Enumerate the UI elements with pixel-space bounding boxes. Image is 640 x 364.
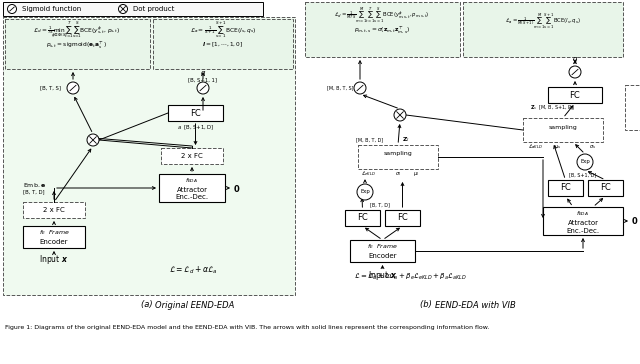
Text: 2 x FC: 2 x FC — [43, 207, 65, 213]
Bar — [345, 210, 380, 226]
Text: [B, S+1, 1]: [B, S+1, 1] — [189, 78, 218, 83]
Circle shape — [67, 82, 79, 94]
Text: Attractor: Attractor — [568, 220, 598, 226]
Text: $\mu_l$: $\mu_l$ — [413, 170, 419, 178]
Text: [M, B, T, S]: [M, B, T, S] — [327, 86, 353, 91]
Text: $\mathcal{L}=\mathcal{L}_d+\alpha\mathcal{L}_a+\beta_e\mathcal{L}_{eKLD}+\beta_a: $\mathcal{L}=\mathcal{L}_d+\alpha\mathca… — [354, 272, 467, 282]
Text: Encoder: Encoder — [40, 239, 68, 245]
Text: $\sigma_s$: $\sigma_s$ — [589, 143, 596, 151]
Text: $q$: $q$ — [572, 55, 578, 64]
Text: $\mathcal{L}_d = \frac{1}{TS}\!\!\min_{\phi\in\Phi(S)}\!\!\sum_{t=1}^{T}\sum_{s=: $\mathcal{L}_d = \frac{1}{TS}\!\!\min_{\… — [33, 21, 121, 41]
Text: $\sigma_l$: $\sigma_l$ — [395, 170, 401, 178]
Text: Input $\boldsymbol{x}$: Input $\boldsymbol{x}$ — [368, 269, 397, 281]
Circle shape — [8, 4, 17, 13]
Bar — [168, 105, 223, 121]
Circle shape — [577, 154, 593, 170]
Text: $\mathbf{Z}_l$: $\mathbf{Z}_l$ — [402, 135, 410, 145]
Text: $\boldsymbol{l}=[1,\cdots,1,0]$: $\boldsymbol{l}=[1,\cdots,1,0]$ — [202, 41, 244, 49]
Bar — [543, 207, 623, 235]
Text: FC: FC — [190, 108, 201, 118]
Text: $\mathcal{L}_a=\frac{1}{M(S+1)}\sum_{m=1}^{M}\sum_{s=1}^{S+1}\mathrm{BCE}(l_s, q: $\mathcal{L}_a=\frac{1}{M(S+1)}\sum_{m=1… — [505, 12, 581, 32]
Circle shape — [87, 134, 99, 146]
Text: Emb. $\mathbf{e}$: Emb. $\mathbf{e}$ — [23, 181, 47, 189]
Text: Figure 1: Diagrams of the original EEND-EDA model and the EEND-EDA with VIB. The: Figure 1: Diagrams of the original EEND-… — [5, 325, 489, 330]
Bar — [153, 19, 293, 69]
Text: Enc.-Dec.: Enc.-Dec. — [175, 194, 209, 200]
Text: $\mathcal{L}_a=\frac{1}{S+1}\sum_{s=1}^{S+1}\mathrm{BCE}(l_s, q_s)$: $\mathcal{L}_a=\frac{1}{S+1}\sum_{s=1}^{… — [190, 21, 256, 41]
Text: sampling: sampling — [548, 124, 577, 130]
Bar — [523, 118, 603, 142]
Text: $\mathcal{L}=\mathcal{L}_d+\alpha\mathcal{L}_a$: $\mathcal{L}=\mathcal{L}_d+\alpha\mathca… — [169, 264, 217, 276]
Text: Exp: Exp — [580, 159, 590, 165]
Text: FC: FC — [600, 183, 611, 193]
Text: Enc.-Dec.: Enc.-Dec. — [566, 228, 600, 234]
Text: Input $\boldsymbol{x}$: Input $\boldsymbol{x}$ — [40, 253, 68, 266]
Text: Encoder: Encoder — [368, 253, 397, 259]
Text: $f_{EDA}$: $f_{EDA}$ — [577, 210, 589, 218]
Text: $\mathbf{0}$: $\mathbf{0}$ — [234, 182, 241, 194]
Text: $f_E$  Frame: $f_E$ Frame — [38, 229, 69, 237]
Bar — [385, 210, 420, 226]
Circle shape — [394, 109, 406, 121]
Text: $f_{EDA}$: $f_{EDA}$ — [186, 177, 198, 185]
Text: (a): (a) — [141, 301, 155, 309]
Text: sampling: sampling — [383, 151, 412, 157]
Bar — [5, 19, 150, 69]
Bar — [548, 180, 583, 196]
Text: $\mathcal{L}_{eKLD}$: $\mathcal{L}_{eKLD}$ — [361, 170, 376, 178]
Text: EEND-EDA with VIB: EEND-EDA with VIB — [435, 301, 516, 309]
Bar — [625, 85, 640, 130]
Text: FC: FC — [357, 214, 368, 222]
Text: Dot product: Dot product — [133, 6, 174, 12]
Text: $\mathbf{Z}_s$  [M, B, S+1, D]: $\mathbf{Z}_s$ [M, B, S+1, D] — [530, 104, 575, 112]
Bar — [548, 87, 602, 103]
Bar — [3, 17, 295, 295]
Text: 2 x FC: 2 x FC — [181, 153, 203, 159]
Bar — [463, 2, 623, 57]
Circle shape — [197, 82, 209, 94]
Bar — [588, 180, 623, 196]
Bar — [23, 226, 85, 248]
Text: $\mathcal{L}_{aKLD}$: $\mathcal{L}_{aKLD}$ — [528, 143, 543, 151]
Text: [M, B, T, D]: [M, B, T, D] — [356, 138, 383, 142]
Bar — [358, 145, 438, 169]
Text: FC: FC — [560, 183, 571, 193]
Text: $p_{s,t}=\mathrm{sigmoid}(\mathbf{e}_t\mathbf{a}_s^\top)$: $p_{s,t}=\mathrm{sigmoid}(\mathbf{e}_t\m… — [46, 40, 108, 51]
Circle shape — [118, 4, 127, 13]
Text: (b): (b) — [420, 301, 435, 309]
Text: FC: FC — [397, 214, 408, 222]
Bar — [305, 2, 460, 57]
Bar — [161, 148, 223, 164]
Text: Attractor: Attractor — [177, 187, 207, 193]
Text: [B, S+1, D]: [B, S+1, D] — [570, 173, 596, 178]
Bar — [3, 2, 263, 16]
Text: FC: FC — [570, 91, 580, 99]
Text: [B, T, D]: [B, T, D] — [370, 202, 390, 207]
Text: $\mathcal{L}_d=\frac{1}{MTS}\sum_{m=1}^{M}\sum_{t=1}^{T}\sum_{s=1}^{S}\mathrm{BC: $\mathcal{L}_d=\frac{1}{MTS}\sum_{m=1}^{… — [334, 7, 430, 25]
Circle shape — [569, 66, 581, 78]
Text: $\mathbf{0}$: $\mathbf{0}$ — [631, 215, 639, 226]
Text: Original EEND-EDA: Original EEND-EDA — [155, 301, 234, 309]
Text: Sigmoid function: Sigmoid function — [22, 6, 81, 12]
Bar — [23, 202, 85, 218]
Text: Exp: Exp — [360, 190, 370, 194]
Text: $p_{m,t,s}=\sigma(\mathbf{z}_{m,t}\mathbf{z}_{m,s}^\top)$: $p_{m,t,s}=\sigma(\mathbf{z}_{m,t}\mathb… — [354, 25, 410, 35]
Text: $f_E$  Frame: $f_E$ Frame — [367, 242, 398, 252]
Circle shape — [357, 184, 373, 200]
Text: $\mu_s$: $\mu_s$ — [554, 143, 562, 151]
Bar — [350, 240, 415, 262]
Text: $a$  [B, S+1, D]: $a$ [B, S+1, D] — [177, 124, 214, 132]
Bar — [159, 174, 225, 202]
Text: [B, T, D]: [B, T, D] — [23, 190, 45, 194]
Text: $q$: $q$ — [200, 70, 206, 79]
Circle shape — [354, 82, 366, 94]
Text: [B, T, S]: [B, T, S] — [40, 86, 61, 91]
